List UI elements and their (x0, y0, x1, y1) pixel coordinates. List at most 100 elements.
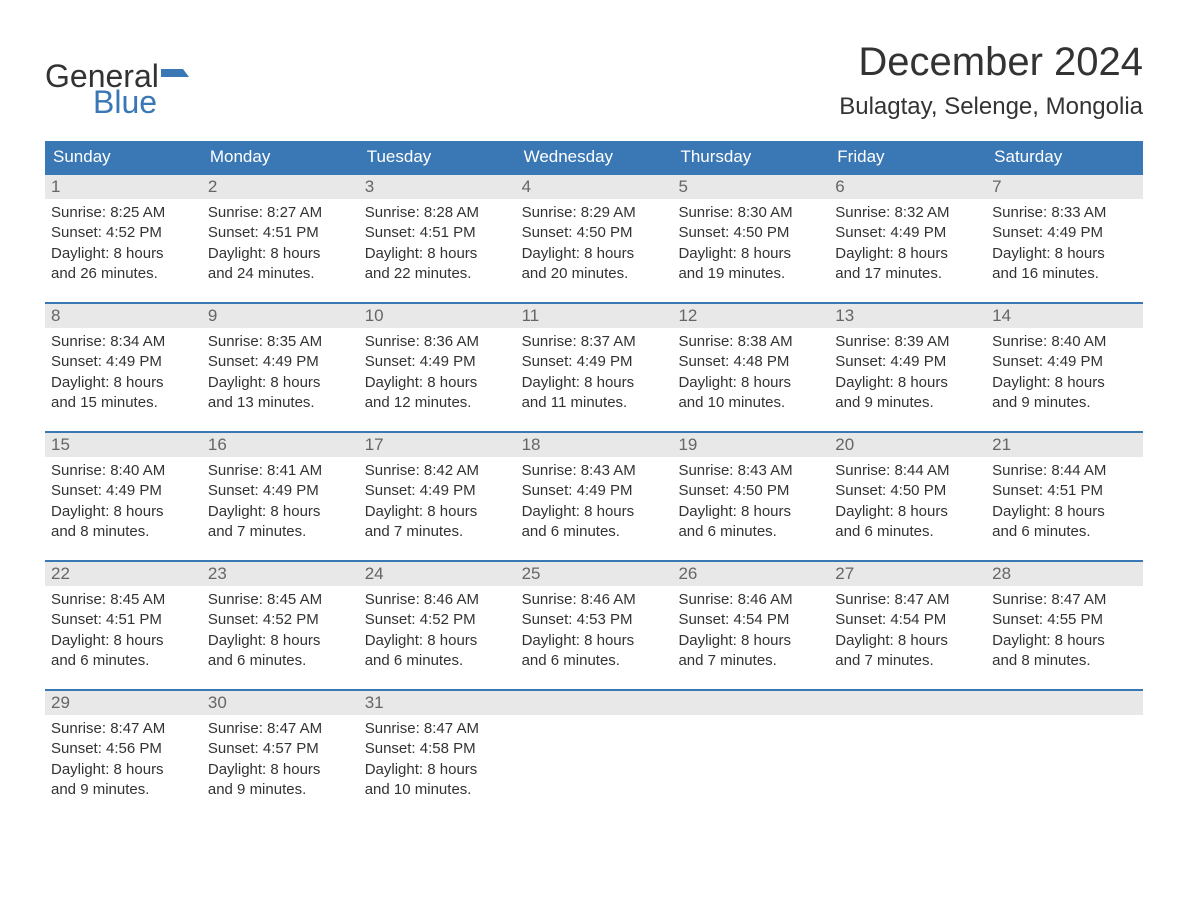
day-cell (672, 691, 829, 804)
day-number: 13 (829, 304, 986, 328)
sunset-text: Sunset: 4:54 PM (835, 610, 980, 630)
sunset-text: Sunset: 4:49 PM (208, 352, 353, 372)
daylight-text: Daylight: 8 hours (365, 631, 510, 651)
day-cell: 13Sunrise: 8:39 AMSunset: 4:49 PMDayligh… (829, 304, 986, 417)
day-number: 30 (202, 691, 359, 715)
day-cell: 16Sunrise: 8:41 AMSunset: 4:49 PMDayligh… (202, 433, 359, 546)
daylight-text: Daylight: 8 hours (992, 244, 1137, 264)
daylight-text: Daylight: 8 hours (835, 373, 980, 393)
sunset-text: Sunset: 4:52 PM (51, 223, 196, 243)
day-content: Sunrise: 8:45 AMSunset: 4:51 PMDaylight:… (45, 586, 202, 675)
sunrise-text: Sunrise: 8:36 AM (365, 332, 510, 352)
sunrise-text: Sunrise: 8:34 AM (51, 332, 196, 352)
daylight-text-2: and 8 minutes. (992, 651, 1137, 671)
sunset-text: Sunset: 4:50 PM (835, 481, 980, 501)
daylight-text: Daylight: 8 hours (208, 502, 353, 522)
day-number: 23 (202, 562, 359, 586)
dow-friday: Friday (829, 141, 986, 173)
day-cell: 10Sunrise: 8:36 AMSunset: 4:49 PMDayligh… (359, 304, 516, 417)
daylight-text-2: and 13 minutes. (208, 393, 353, 413)
day-number: 27 (829, 562, 986, 586)
sunset-text: Sunset: 4:51 PM (992, 481, 1137, 501)
day-cell: 21Sunrise: 8:44 AMSunset: 4:51 PMDayligh… (986, 433, 1143, 546)
sunset-text: Sunset: 4:49 PM (51, 352, 196, 372)
day-number: 29 (45, 691, 202, 715)
day-number: 9 (202, 304, 359, 328)
day-number: 24 (359, 562, 516, 586)
daylight-text-2: and 9 minutes. (51, 780, 196, 800)
day-cell: 24Sunrise: 8:46 AMSunset: 4:52 PMDayligh… (359, 562, 516, 675)
daylight-text: Daylight: 8 hours (365, 373, 510, 393)
day-cell: 27Sunrise: 8:47 AMSunset: 4:54 PMDayligh… (829, 562, 986, 675)
daylight-text: Daylight: 8 hours (208, 631, 353, 651)
daylight-text-2: and 20 minutes. (522, 264, 667, 284)
day-number: 12 (672, 304, 829, 328)
day-cell: 31Sunrise: 8:47 AMSunset: 4:58 PMDayligh… (359, 691, 516, 804)
sunset-text: Sunset: 4:49 PM (992, 352, 1137, 372)
day-content: Sunrise: 8:28 AMSunset: 4:51 PMDaylight:… (359, 199, 516, 288)
week-row: 29Sunrise: 8:47 AMSunset: 4:56 PMDayligh… (45, 689, 1143, 804)
day-cell: 14Sunrise: 8:40 AMSunset: 4:49 PMDayligh… (986, 304, 1143, 417)
day-content: Sunrise: 8:46 AMSunset: 4:54 PMDaylight:… (672, 586, 829, 675)
day-number (829, 691, 986, 715)
day-cell: 28Sunrise: 8:47 AMSunset: 4:55 PMDayligh… (986, 562, 1143, 675)
daylight-text: Daylight: 8 hours (365, 244, 510, 264)
day-content: Sunrise: 8:42 AMSunset: 4:49 PMDaylight:… (359, 457, 516, 546)
daylight-text-2: and 15 minutes. (51, 393, 196, 413)
day-content: Sunrise: 8:47 AMSunset: 4:56 PMDaylight:… (45, 715, 202, 804)
day-content: Sunrise: 8:40 AMSunset: 4:49 PMDaylight:… (986, 328, 1143, 417)
day-number: 1 (45, 175, 202, 199)
sunset-text: Sunset: 4:56 PM (51, 739, 196, 759)
sunrise-text: Sunrise: 8:47 AM (365, 719, 510, 739)
sunset-text: Sunset: 4:49 PM (835, 223, 980, 243)
sunset-text: Sunset: 4:48 PM (678, 352, 823, 372)
day-number: 11 (516, 304, 673, 328)
sunset-text: Sunset: 4:53 PM (522, 610, 667, 630)
sunset-text: Sunset: 4:49 PM (992, 223, 1137, 243)
sunset-text: Sunset: 4:49 PM (365, 352, 510, 372)
sunrise-text: Sunrise: 8:46 AM (365, 590, 510, 610)
day-content: Sunrise: 8:37 AMSunset: 4:49 PMDaylight:… (516, 328, 673, 417)
week-row: 8Sunrise: 8:34 AMSunset: 4:49 PMDaylight… (45, 302, 1143, 417)
sunset-text: Sunset: 4:49 PM (51, 481, 196, 501)
sunrise-text: Sunrise: 8:47 AM (51, 719, 196, 739)
sunset-text: Sunset: 4:55 PM (992, 610, 1137, 630)
day-content: Sunrise: 8:34 AMSunset: 4:49 PMDaylight:… (45, 328, 202, 417)
day-number: 25 (516, 562, 673, 586)
daylight-text-2: and 7 minutes. (365, 522, 510, 542)
daylight-text-2: and 9 minutes. (992, 393, 1137, 413)
day-number (986, 691, 1143, 715)
day-number: 7 (986, 175, 1143, 199)
day-content: Sunrise: 8:36 AMSunset: 4:49 PMDaylight:… (359, 328, 516, 417)
daylight-text-2: and 6 minutes. (992, 522, 1137, 542)
day-cell: 11Sunrise: 8:37 AMSunset: 4:49 PMDayligh… (516, 304, 673, 417)
day-cell: 1Sunrise: 8:25 AMSunset: 4:52 PMDaylight… (45, 175, 202, 288)
sunrise-text: Sunrise: 8:32 AM (835, 203, 980, 223)
day-number: 10 (359, 304, 516, 328)
day-content: Sunrise: 8:47 AMSunset: 4:57 PMDaylight:… (202, 715, 359, 804)
day-cell: 25Sunrise: 8:46 AMSunset: 4:53 PMDayligh… (516, 562, 673, 675)
daylight-text: Daylight: 8 hours (365, 760, 510, 780)
sunrise-text: Sunrise: 8:46 AM (678, 590, 823, 610)
daylight-text: Daylight: 8 hours (208, 373, 353, 393)
day-cell: 6Sunrise: 8:32 AMSunset: 4:49 PMDaylight… (829, 175, 986, 288)
daylight-text: Daylight: 8 hours (835, 631, 980, 651)
daylight-text: Daylight: 8 hours (522, 502, 667, 522)
sunset-text: Sunset: 4:50 PM (522, 223, 667, 243)
day-number: 17 (359, 433, 516, 457)
sunrise-text: Sunrise: 8:40 AM (992, 332, 1137, 352)
daylight-text: Daylight: 8 hours (208, 760, 353, 780)
sunrise-text: Sunrise: 8:45 AM (208, 590, 353, 610)
day-content: Sunrise: 8:27 AMSunset: 4:51 PMDaylight:… (202, 199, 359, 288)
dow-tuesday: Tuesday (359, 141, 516, 173)
day-number: 16 (202, 433, 359, 457)
daylight-text-2: and 12 minutes. (365, 393, 510, 413)
sunset-text: Sunset: 4:49 PM (522, 481, 667, 501)
daylight-text-2: and 19 minutes. (678, 264, 823, 284)
daylight-text: Daylight: 8 hours (835, 244, 980, 264)
daylight-text-2: and 7 minutes. (208, 522, 353, 542)
daylight-text-2: and 6 minutes. (522, 651, 667, 671)
sunrise-text: Sunrise: 8:41 AM (208, 461, 353, 481)
daylight-text: Daylight: 8 hours (51, 244, 196, 264)
sunset-text: Sunset: 4:51 PM (51, 610, 196, 630)
